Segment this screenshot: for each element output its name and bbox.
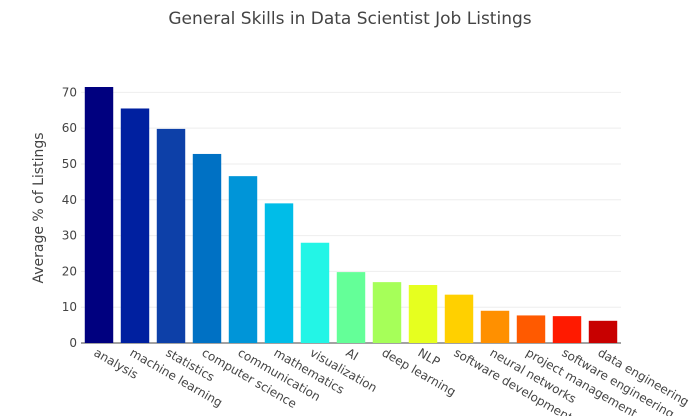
bar-machine-learning xyxy=(120,108,150,344)
bar-data-engineering xyxy=(588,320,618,343)
y-axis-title: Average % of Listings xyxy=(31,132,47,283)
y-tick-label: 30 xyxy=(62,229,77,243)
bar-nlp xyxy=(408,284,438,343)
chart-title: General Skills in Data Scientist Job Lis… xyxy=(168,9,531,29)
bar-software-development xyxy=(444,294,474,343)
bars xyxy=(84,87,618,344)
bar-computer-science xyxy=(192,153,222,343)
y-tick-label: 60 xyxy=(62,121,77,135)
y-tick-label: 40 xyxy=(62,193,77,207)
bar-statistics xyxy=(156,128,186,343)
x-tick-label: AI xyxy=(344,345,361,363)
bar-analysis xyxy=(84,87,114,343)
y-tick-label: 50 xyxy=(62,157,77,171)
bar-project-management xyxy=(516,315,546,343)
bar-deep-learning xyxy=(372,282,402,343)
bar-communication xyxy=(228,176,258,343)
y-tick-label: 0 xyxy=(69,336,77,350)
bar-mathematics xyxy=(264,203,294,343)
y-tick-label: 10 xyxy=(62,300,77,314)
y-tick-labels: 0 10 20 30 40 50 60 70 xyxy=(62,85,77,350)
bar-ai xyxy=(336,272,366,343)
bar-neural-networks xyxy=(480,310,510,343)
y-tick-label: 20 xyxy=(62,264,77,278)
bar-software-engineering xyxy=(552,316,582,343)
y-tick-label: 70 xyxy=(62,85,77,99)
bar-visualization xyxy=(300,242,330,343)
